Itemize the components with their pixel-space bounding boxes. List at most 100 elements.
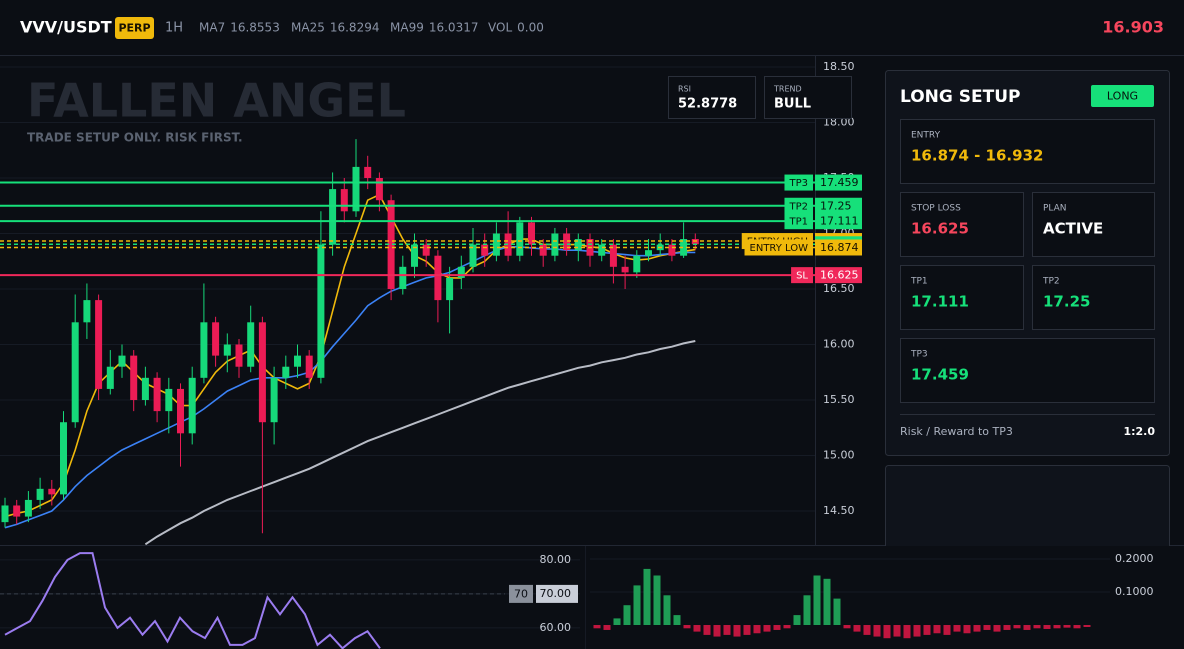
level-name-box bbox=[784, 197, 813, 214]
indicator-value: 16.8553 bbox=[230, 21, 280, 35]
level-value-box bbox=[815, 267, 862, 284]
card-value: 16.625 bbox=[911, 220, 969, 238]
candle-body bbox=[422, 244, 430, 256]
candle-body bbox=[609, 244, 617, 267]
card-label: PLAN bbox=[1043, 204, 1067, 214]
candle-body bbox=[492, 233, 500, 256]
indicator-label: VOL bbox=[488, 21, 512, 35]
indicator-label: MA99 bbox=[390, 21, 424, 35]
macd-bar bbox=[673, 615, 681, 626]
candle-body bbox=[364, 166, 372, 178]
candle-body bbox=[305, 355, 313, 378]
candle-body bbox=[235, 344, 243, 367]
candle-body bbox=[48, 488, 56, 495]
level-name: SL bbox=[796, 271, 808, 282]
indicator-value: 0.00 bbox=[517, 21, 544, 35]
candle-body bbox=[469, 244, 477, 267]
macd-bar bbox=[623, 605, 631, 626]
y-tick-label: 15.00 bbox=[823, 449, 855, 462]
card-label: ENTRY bbox=[911, 131, 941, 141]
candle-body bbox=[411, 244, 418, 267]
rsi-level-box bbox=[509, 584, 533, 603]
level-value: 17.111 bbox=[820, 215, 859, 228]
macd-bar bbox=[723, 625, 731, 635]
setup-card bbox=[900, 265, 1024, 330]
macd-bar bbox=[773, 625, 781, 630]
macd-bar bbox=[803, 595, 811, 626]
setup-card bbox=[900, 119, 1155, 184]
card-value: ACTIVE bbox=[1043, 220, 1103, 238]
candle-body bbox=[13, 505, 21, 517]
candle-body bbox=[539, 244, 547, 256]
macd-bar bbox=[753, 625, 761, 634]
macd-bar bbox=[853, 625, 861, 632]
macd-bar bbox=[1033, 625, 1041, 629]
level-value: 17.25 bbox=[820, 199, 852, 212]
macd-bar bbox=[823, 578, 831, 626]
candle-body bbox=[434, 255, 442, 301]
badge-text: PERP bbox=[118, 22, 150, 35]
candle-body bbox=[340, 189, 348, 212]
level-name: TP2 bbox=[788, 201, 808, 212]
candle-body bbox=[212, 322, 220, 356]
macd-bar bbox=[953, 625, 961, 632]
level-value-box bbox=[815, 213, 862, 230]
level-value: 16.874 bbox=[820, 241, 859, 254]
macd-bar bbox=[933, 625, 941, 634]
level-value: 16.625 bbox=[820, 269, 859, 282]
macd-bar bbox=[663, 595, 671, 626]
y-tick-label: 0.2000 bbox=[1115, 552, 1154, 565]
stat-box bbox=[668, 76, 756, 119]
candle-body bbox=[680, 239, 688, 256]
candle-body bbox=[294, 355, 301, 367]
candle-body bbox=[633, 255, 641, 273]
y-tick-label: 16.00 bbox=[823, 338, 855, 351]
macd-bar bbox=[923, 625, 931, 635]
candle-body bbox=[258, 322, 266, 423]
y-tick-label: 16.50 bbox=[823, 282, 855, 295]
interval: 1H bbox=[165, 21, 183, 36]
candle-body bbox=[141, 377, 149, 401]
candle-body bbox=[177, 388, 184, 434]
level-value-box bbox=[815, 174, 862, 191]
ma-line bbox=[4, 246, 696, 529]
stat-value: 52.8778 bbox=[678, 97, 737, 112]
level-name: ENTRY LOW bbox=[750, 243, 809, 254]
card-value: 17.459 bbox=[911, 366, 969, 384]
macd-bar bbox=[763, 625, 771, 632]
candle-body bbox=[352, 166, 360, 212]
macd-bar bbox=[863, 625, 871, 635]
card-label: STOP LOSS bbox=[911, 204, 961, 214]
macd-chart bbox=[590, 558, 1110, 639]
stat-label: RSI bbox=[678, 85, 691, 94]
macd-bar bbox=[1053, 625, 1061, 629]
last-price: 16.903 bbox=[1102, 18, 1164, 37]
candle-body bbox=[457, 266, 465, 278]
candle-body bbox=[36, 488, 44, 500]
macd-bar bbox=[963, 625, 971, 634]
setup-title: LONG SETUP bbox=[900, 87, 1021, 107]
macd-bar bbox=[633, 585, 641, 626]
y-tick-label: 60.00 bbox=[540, 621, 572, 634]
macd-bar bbox=[1003, 625, 1011, 630]
y-tick-label: 14.50 bbox=[823, 504, 855, 517]
market-panel bbox=[885, 465, 1170, 556]
rr-label: Risk / Reward to TP3 bbox=[900, 425, 1013, 438]
candle-body bbox=[329, 189, 337, 245]
candle-body bbox=[106, 366, 114, 389]
macd-bar bbox=[1023, 625, 1031, 630]
candle-body bbox=[282, 366, 290, 378]
candle-body bbox=[621, 266, 629, 273]
candle-body bbox=[188, 377, 196, 434]
macd-bar bbox=[833, 598, 841, 626]
macd-bar bbox=[1063, 625, 1071, 628]
indicator-label: MA7 bbox=[199, 21, 225, 35]
candle-body bbox=[83, 300, 91, 323]
level-value: 17.459 bbox=[820, 176, 859, 189]
candle-body bbox=[200, 322, 208, 378]
macd-bar bbox=[893, 625, 901, 637]
candle-body bbox=[574, 239, 582, 251]
candle-body bbox=[528, 222, 535, 245]
stat-label: TREND bbox=[773, 85, 802, 94]
